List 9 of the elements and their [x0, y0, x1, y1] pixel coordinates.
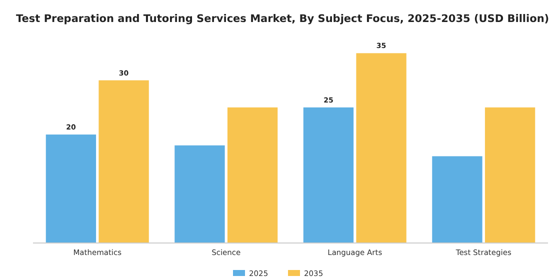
bar	[98, 80, 149, 243]
chart-title: Test Preparation and Tutoring Services Market, By Subject Focus, 2025-2035 (USD Billion)	[16, 13, 550, 25]
bar	[484, 107, 536, 243]
bar	[46, 134, 96, 243]
bar	[303, 107, 354, 243]
bar	[174, 145, 225, 243]
bar	[227, 107, 278, 243]
bar	[432, 156, 482, 243]
bar	[356, 53, 406, 243]
